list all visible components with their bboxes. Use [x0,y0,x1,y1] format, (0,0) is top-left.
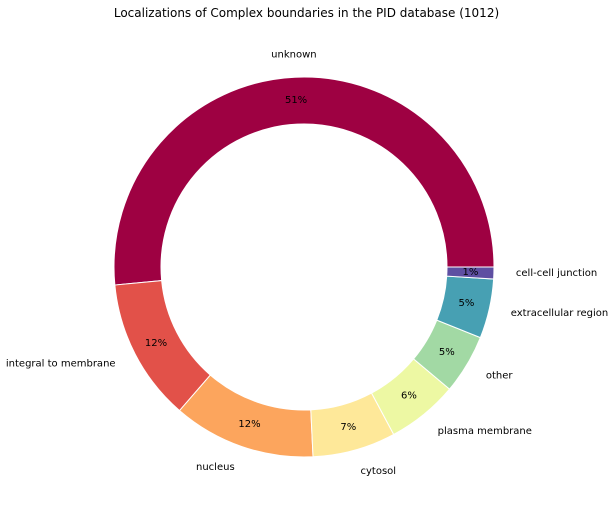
chart-title: Localizations of Complex boundaries in t… [113,6,500,20]
slice-label-plasma-membrane: plasma membrane [438,426,532,437]
slice-label-extracellular-region: extracellular region [511,308,608,319]
pct-label-plasma-membrane: 6% [401,391,417,402]
pct-label-other: 5% [439,347,455,358]
pct-label-unknown: 51% [285,95,307,106]
slice-cell-cell-junction [446,266,495,280]
slice-label-unknown: unknown [271,50,316,61]
slice-label-integral-to-membrane: integral to membrane [6,359,116,370]
slice-label-cell-cell-junction: cell-cell junction [516,268,597,279]
slice-label-other: other [486,370,514,381]
slice-nucleus [178,374,314,458]
pct-label-integral-to-membrane: 12% [145,338,167,349]
pct-label-cell-cell-junction: 1% [462,267,478,278]
pct-label-cytosol: 7% [340,422,356,433]
pct-label-nucleus: 12% [238,419,260,430]
pct-label-extracellular-region: 5% [458,298,474,309]
slice-label-cytosol: cytosol [360,466,396,477]
slice-unknown [113,76,495,286]
slice-label-nucleus: nucleus [196,462,235,473]
